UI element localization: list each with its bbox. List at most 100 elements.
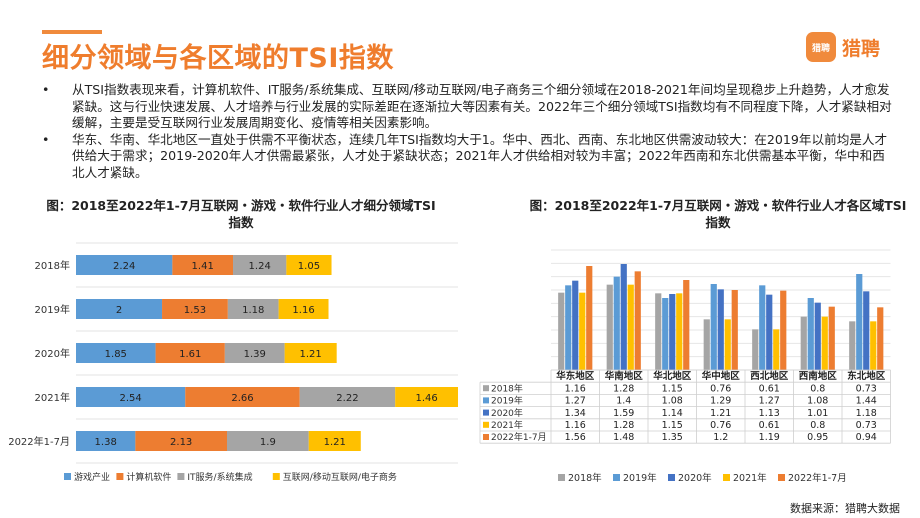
bar	[828, 306, 835, 370]
bar-segment	[226, 431, 309, 451]
brand-logo: 猎聘 猎聘	[806, 32, 880, 62]
bullet-list: 从TSI指数表现来看，计算机软件、IT服务/系统集成、互联网/移动互联网/电子商…	[42, 82, 892, 181]
data-label: 2.24	[113, 261, 135, 272]
legend-label: 计算机软件	[126, 471, 171, 483]
bar	[766, 294, 773, 370]
bar	[752, 329, 759, 370]
table-legend-swatch	[483, 421, 489, 428]
table-value: 1.08	[807, 396, 828, 407]
bar	[759, 285, 766, 370]
legend-swatch	[64, 473, 71, 480]
data-label: 1.61	[179, 349, 201, 360]
data-label: 1.9	[260, 437, 276, 448]
table-legend-swatch	[483, 434, 489, 440]
bar	[606, 284, 613, 370]
bar-segment	[135, 431, 227, 451]
data-label: 1.21	[324, 437, 346, 448]
table-legend-swatch	[483, 385, 489, 392]
table-value: 1.56	[565, 432, 586, 443]
legend-label: 2019年	[623, 472, 657, 484]
table-value: 1.35	[662, 432, 683, 443]
bar	[683, 280, 690, 370]
bullet-item: 华东、华南、华北地区一直处于供需不平衡状态，连续几年TSI指数均大于1。华中、西…	[42, 132, 892, 182]
table-value: 0.61	[759, 420, 780, 431]
bar	[814, 302, 821, 370]
title-accent-bar	[42, 30, 102, 34]
series-label: 2022年1-7月	[491, 431, 547, 443]
series-label: 2021年	[491, 419, 523, 431]
bar	[627, 284, 634, 370]
data-label: 1.24	[249, 261, 271, 272]
bar-segment	[286, 255, 332, 275]
bar	[849, 321, 856, 370]
bar	[662, 298, 669, 370]
data-label: 1.05	[298, 261, 320, 272]
bar-segment	[155, 343, 225, 363]
bar	[620, 264, 627, 370]
bar-segment	[395, 387, 458, 407]
bar	[579, 292, 586, 370]
legend-label: IT服务/系统集成	[187, 471, 252, 483]
legend-label: 2020年	[678, 472, 712, 484]
legend-label: 2022年1-7月	[788, 472, 847, 484]
table-value: 1.28	[613, 420, 634, 431]
bar-segment	[76, 299, 163, 319]
bar	[717, 289, 724, 370]
table-value: 1.21	[710, 408, 731, 419]
bar	[586, 266, 593, 370]
table-value: 1.08	[662, 396, 683, 407]
legend-label: 2018年	[568, 472, 602, 484]
data-label: 2.54	[120, 393, 142, 404]
data-label: 1.53	[184, 305, 206, 316]
bar-segment	[284, 343, 337, 363]
bar-segment	[76, 255, 173, 275]
bar	[856, 274, 863, 370]
legend-swatch	[723, 474, 730, 481]
table-value: 1.19	[759, 432, 780, 443]
category-label: 2019年	[35, 303, 70, 316]
category-label: 2022年1-7月	[8, 435, 70, 448]
legend-swatch	[272, 473, 280, 480]
category-label: 2018年	[35, 259, 70, 272]
bar	[565, 285, 572, 370]
category-label: 华东地区	[556, 370, 595, 382]
bar	[558, 292, 565, 370]
bar	[780, 290, 787, 370]
bar	[710, 284, 717, 370]
left-chart-title: 图：2018至2022年1-7月互联网・游戏・软件行业人才细分领域TSI指数	[46, 198, 436, 230]
legend-swatch	[613, 474, 620, 481]
bar	[877, 307, 884, 370]
category-label: 华中地区	[702, 370, 741, 382]
table-value: 1.16	[565, 383, 586, 394]
data-label: 1.16	[292, 305, 314, 316]
table-value: 1.27	[759, 396, 780, 407]
bar	[634, 271, 641, 370]
bar-segment	[185, 387, 300, 407]
logo-text: 猎聘	[842, 37, 881, 60]
table-value: 0.61	[759, 383, 780, 394]
bar	[676, 293, 683, 370]
bar	[870, 321, 877, 370]
category-label: 2020年	[35, 347, 70, 360]
bar-segment	[299, 387, 396, 407]
logo-badge-icon: 猎聘	[806, 32, 836, 62]
table-value: 0.76	[710, 420, 731, 431]
right-chart-title: 图：2018至2022年1-7月互联网・游戏・软件行业人才各区域TSI指数	[529, 198, 907, 230]
data-label: 1.85	[105, 349, 127, 360]
page-title: 细分领域与各区域的TSI指数	[42, 43, 394, 74]
bar-segment	[172, 255, 234, 275]
table-value: 1.01	[807, 408, 828, 419]
table-value: 1.28	[613, 383, 634, 394]
bar-segment	[233, 255, 287, 275]
bar	[655, 293, 662, 370]
data-label: 1.46	[415, 393, 437, 404]
data-label: 2.22	[336, 393, 358, 404]
bar	[863, 291, 870, 370]
table-value: 1.59	[613, 408, 634, 419]
table-value: 1.34	[565, 408, 586, 419]
bar	[807, 298, 814, 370]
table-legend-swatch	[483, 397, 489, 404]
category-label: 西南地区	[799, 370, 838, 382]
category-label: 华北地区	[653, 370, 692, 382]
legend-label: 游戏产业	[74, 471, 110, 483]
